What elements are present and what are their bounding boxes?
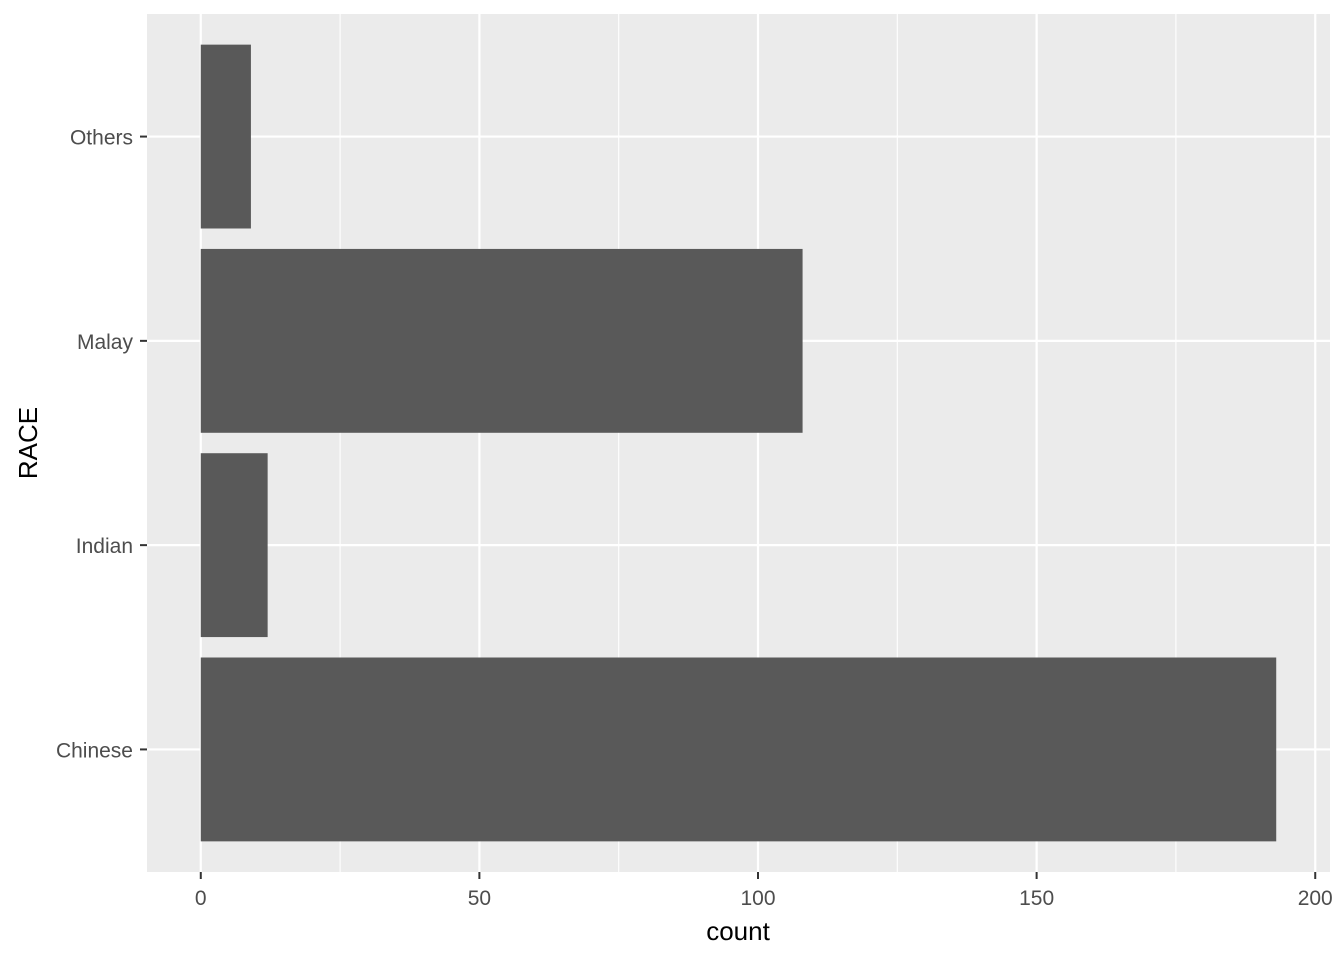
- y-tick-label-others: Others: [70, 127, 133, 150]
- y-tick-label-indian: Indian: [76, 535, 133, 558]
- axes: 0 50 100 150 200 Chinese Indian Malay Others: [56, 127, 1333, 910]
- y-tick-label-malay: Malay: [77, 331, 134, 354]
- x-tick-label: 50: [468, 887, 491, 910]
- bar-chinese: [200, 657, 1277, 842]
- x-axis-title: count: [706, 916, 770, 946]
- x-tick-label: 0: [195, 887, 207, 910]
- bars: [200, 44, 1277, 842]
- bar-indian: [200, 453, 268, 638]
- x-tick-label: 100: [740, 887, 775, 910]
- x-tick-label: 150: [1019, 887, 1054, 910]
- y-tick-label-chinese: Chinese: [56, 739, 133, 762]
- bar-malay: [200, 248, 803, 433]
- y-axis-title: RACE: [13, 407, 43, 479]
- x-tick-label: 200: [1298, 887, 1333, 910]
- bar-others: [200, 44, 251, 229]
